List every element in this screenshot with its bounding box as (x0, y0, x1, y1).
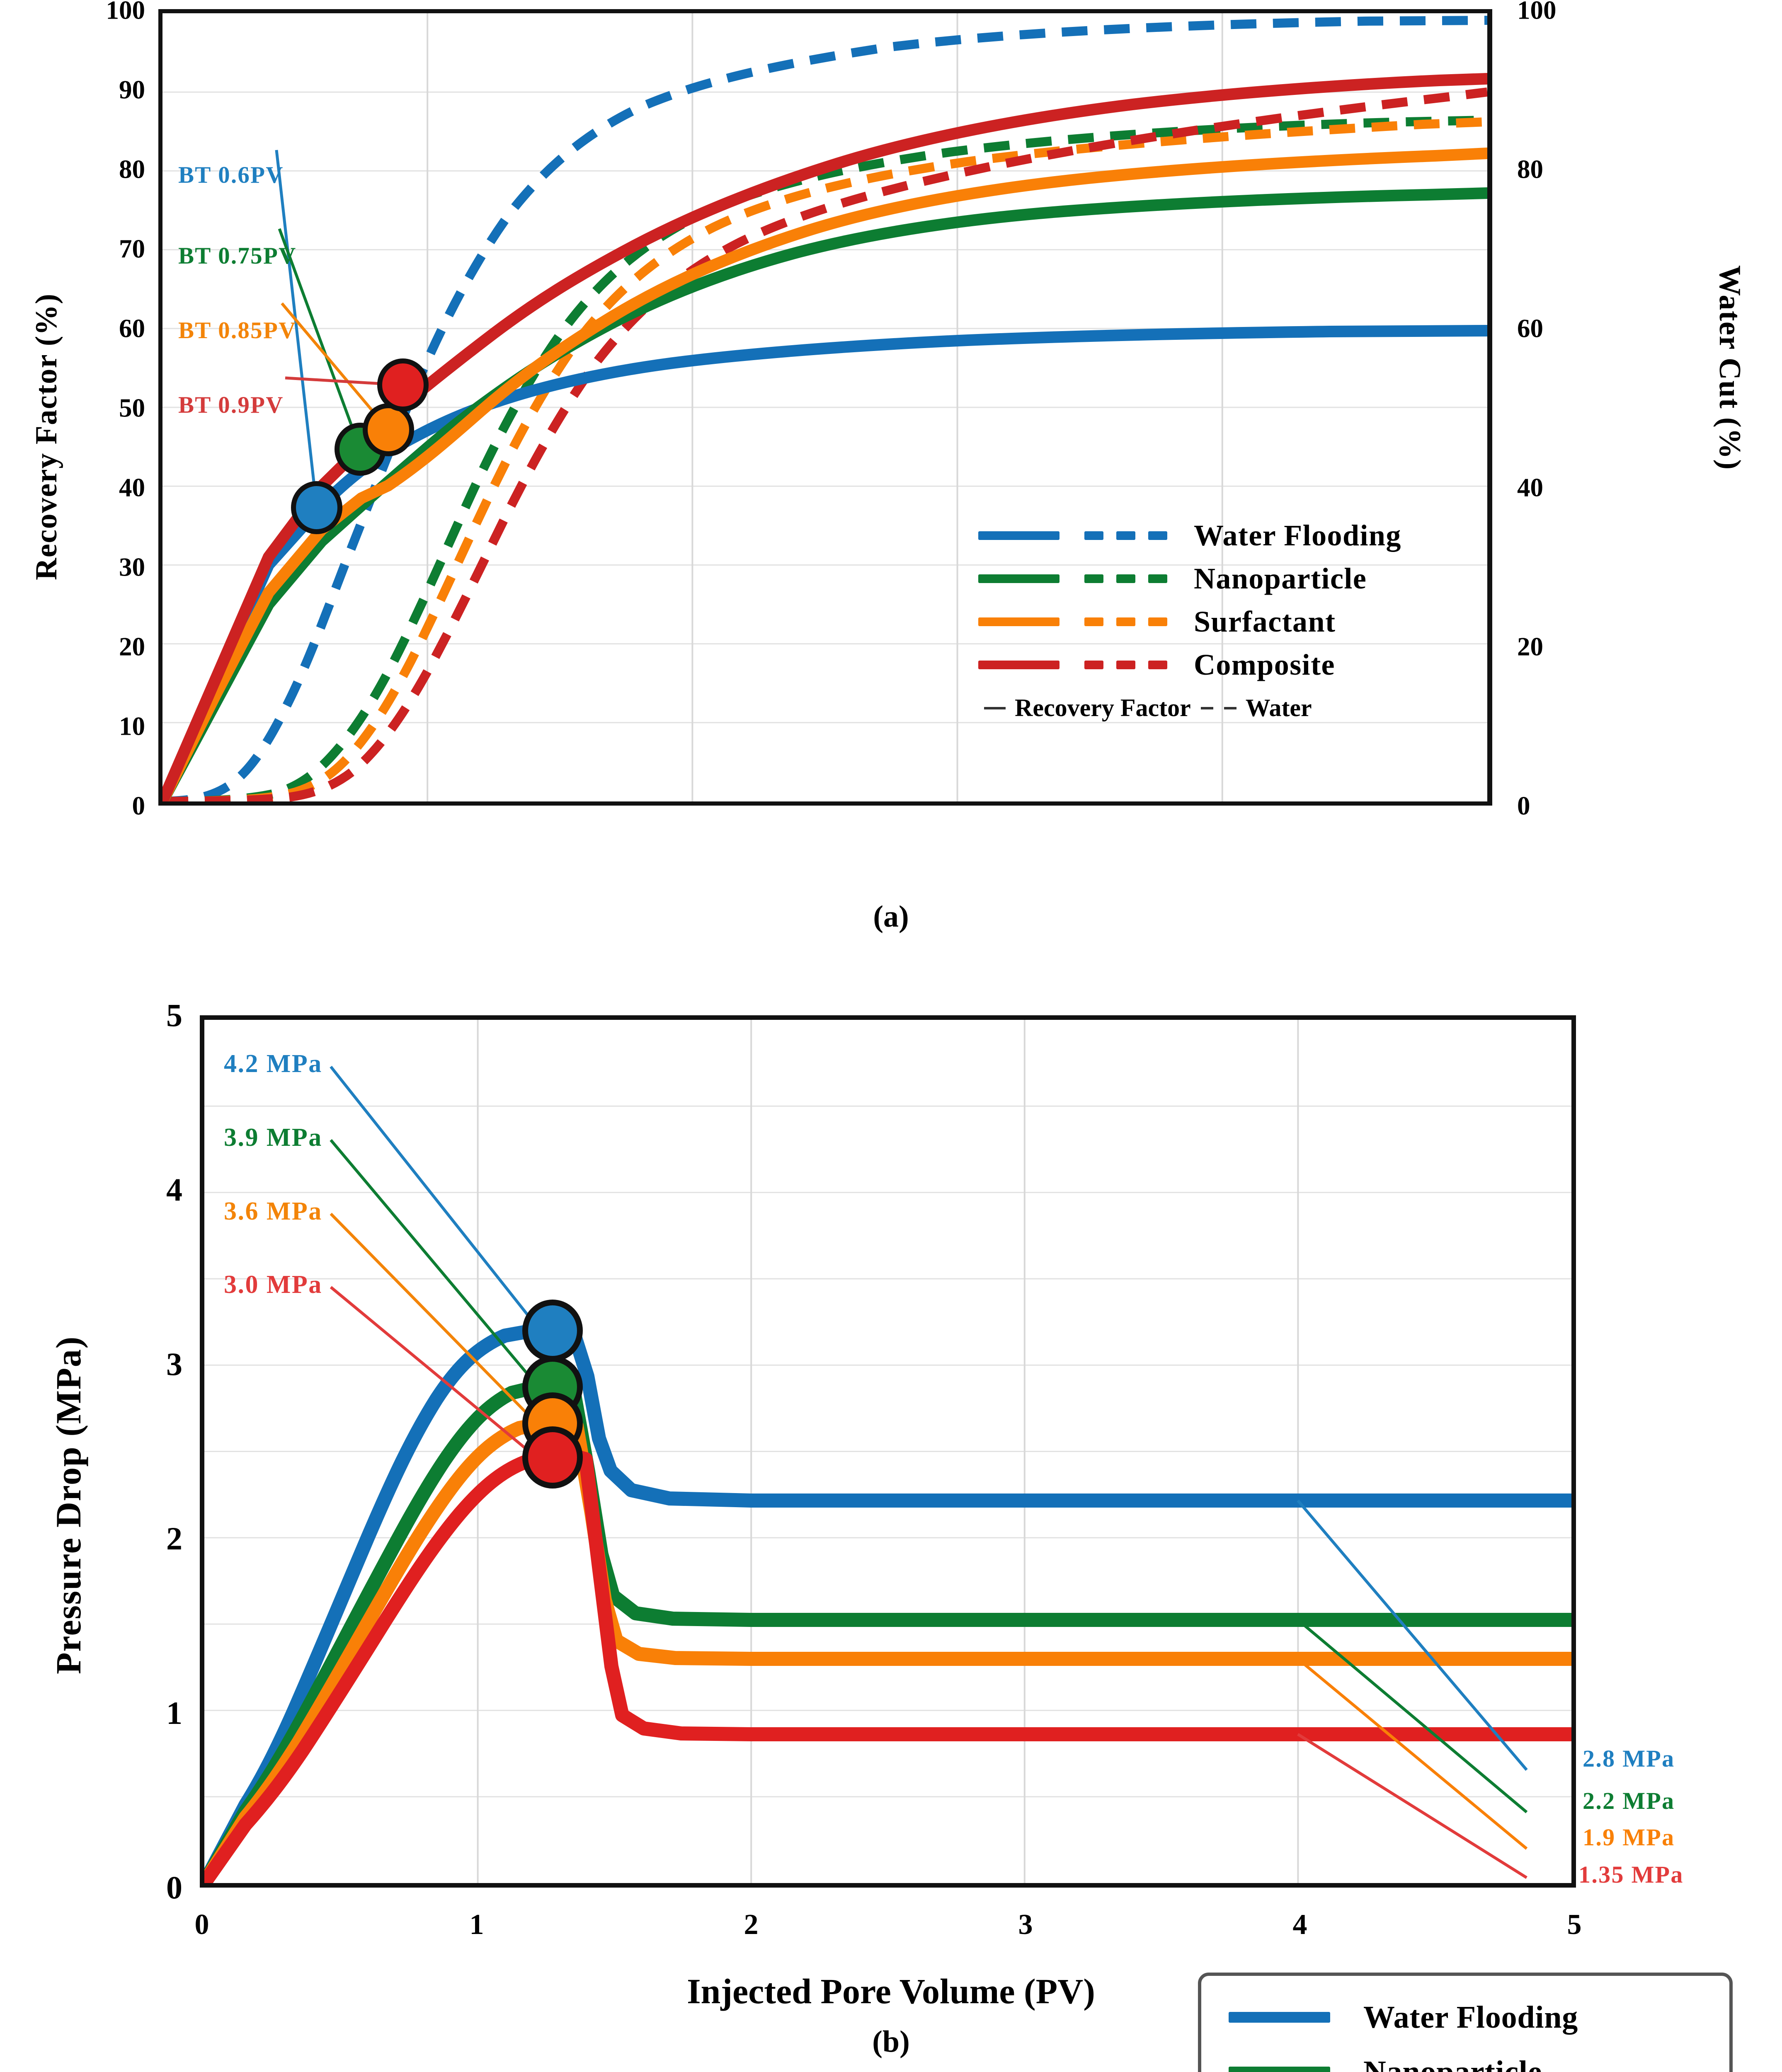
legend-line-icon-water-flooding (1229, 2012, 1330, 2023)
xtick-b-2: 2 (744, 1910, 759, 1939)
legend-solid-line-icon-nanoparticle (978, 574, 1060, 583)
plateau-label-22mpa: 2.2 MPa (1583, 1787, 1675, 1815)
ytick-a-left-60: 60 (66, 316, 145, 342)
xtick-b-0: 0 (195, 1910, 209, 1939)
peak-label-36mpa: 3.6 MPa (224, 1197, 322, 1226)
xtick-b-1: 1 (470, 1910, 484, 1939)
ytick-b-5: 5 (104, 999, 182, 1031)
chart-b-svg (204, 1020, 1571, 1883)
pressure-drop-curves (204, 1330, 1571, 1883)
y-axis-title-pressure-drop: Pressure Drop (MPa) (48, 1336, 89, 1674)
legend-line-icon-nanoparticle (1229, 2067, 1330, 2072)
peak-label-39mpa: 3.9 MPa (224, 1123, 322, 1152)
legend-a-label-composite: Composite (1194, 648, 1335, 682)
marker-peak-composite (525, 1429, 580, 1486)
panel-b: 0 1 2 3 4 5 Pressure Drop (MPa) (0, 953, 1782, 2052)
ytick-a-left-80: 80 (66, 157, 145, 183)
ytick-b-4: 4 (104, 1174, 182, 1206)
marker-peak-water-flooding (525, 1302, 580, 1359)
ytick-a-left-20: 20 (66, 634, 145, 660)
legend-a-label-surfactant: Surfactant (1194, 605, 1336, 639)
ytick-b-3: 3 (104, 1348, 182, 1380)
plot-area-b (200, 1015, 1576, 1888)
legend-a-footer: Recovery Factor Water (978, 694, 1501, 722)
ytick-a-left-40: 40 (66, 475, 145, 501)
marker-bt-surfactant (365, 406, 412, 454)
legend-solid-line-icon-surfactant (978, 617, 1060, 626)
ytick-a-left-70: 70 (66, 236, 145, 262)
plateau-leader-lines-b (1298, 1501, 1527, 1878)
ytick-a-left-0: 0 (66, 793, 145, 819)
legend-a-item-nanoparticle[interactable]: Nanoparticle (978, 557, 1501, 600)
legend-a-label-water-flooding: Water Flooding (1194, 518, 1401, 553)
ytick-a-right-60: 60 (1517, 316, 1608, 342)
y-axis-title-water-cut: Water Cut (%) (1712, 265, 1747, 470)
ytick-a-right-100: 100 (1517, 0, 1608, 24)
legend-a: Water Flooding Nanoparticle Surfactant (978, 514, 1501, 722)
ytick-a-left-90: 90 (66, 77, 145, 103)
ytick-a-left-100: 100 (58, 0, 145, 24)
solid-line-icon (984, 707, 1006, 709)
ytick-a-right-20: 20 (1517, 634, 1608, 660)
legend-dashed-line-icon-surfactant (1084, 617, 1167, 626)
x-axis-title-injected-pore-volume: Injected Pore Volume (PV) (0, 1970, 1782, 2012)
annotation-bt-06pv: BT 0.6PV (178, 162, 284, 189)
ytick-a-left-30: 30 (66, 554, 145, 581)
plateau-label-135mpa: 1.35 MPa (1578, 1861, 1684, 1888)
legend-dashed-line-icon-nanoparticle (1084, 574, 1167, 583)
caption-b: (b) (0, 2024, 1782, 2060)
pressure-curve-surfactant (204, 1423, 1571, 1883)
annotation-bt-075pv: BT 0.75PV (178, 242, 297, 269)
peak-label-42mpa: 4.2 MPa (224, 1049, 322, 1079)
leader-line-19mpa (1298, 1659, 1527, 1849)
legend-solid-line-icon-water-flooding (978, 531, 1060, 540)
y-axis-title-recovery-factor: Recovery Factor (%) (29, 293, 64, 580)
plateau-label-19mpa: 1.9 MPa (1583, 1823, 1675, 1851)
marker-bt-composite (380, 361, 426, 409)
peak-markers-b (525, 1302, 580, 1486)
ytick-a-left-10: 10 (66, 714, 145, 740)
ytick-a-right-0: 0 (1517, 793, 1608, 819)
legend-dashed-line-icon-composite (1084, 661, 1167, 669)
ytick-a-right-80: 80 (1517, 157, 1608, 183)
ytick-b-2: 2 (104, 1523, 182, 1555)
leader-line-22mpa (1298, 1620, 1527, 1812)
peak-label-30mpa: 3.0 MPa (224, 1270, 322, 1300)
annotation-bt-085pv: BT 0.85PV (178, 317, 297, 344)
xtick-b-4: 4 (1293, 1910, 1307, 1939)
caption-a: (a) (0, 899, 1782, 934)
plateau-label-28mpa: 2.8 MPa (1583, 1745, 1675, 1772)
leader-line-39mpa (331, 1140, 538, 1387)
pressure-curve-water-flooding (204, 1330, 1571, 1883)
ytick-a-left-50: 50 (66, 395, 145, 421)
xtick-b-5: 5 (1567, 1910, 1582, 1939)
xtick-b-3: 3 (1018, 1910, 1033, 1939)
annotation-bt-09pv: BT 0.9PV (178, 392, 284, 419)
legend-a-item-surfactant[interactable]: Surfactant (978, 600, 1501, 643)
leader-line-30mpa (331, 1287, 536, 1457)
ytick-b-0: 0 (104, 1871, 182, 1904)
ytick-b-1: 1 (104, 1697, 182, 1729)
legend-dashed-line-icon-water-flooding (1084, 531, 1167, 540)
legend-a-footer-dashed-label: Water (1246, 694, 1312, 722)
marker-bt-water-flooding (293, 484, 340, 532)
leader-line-135mpa (1298, 1734, 1527, 1878)
legend-a-label-nanoparticle: Nanoparticle (1194, 562, 1367, 596)
ytick-a-right-40: 40 (1517, 475, 1608, 501)
legend-solid-line-icon-composite (978, 661, 1060, 669)
legend-a-footer-solid-label: Recovery Factor (1015, 694, 1191, 722)
panel-a: 0 10 20 30 40 50 60 70 80 90 100 Recover… (0, 0, 1782, 953)
dashed-line-icon (1201, 707, 1238, 709)
legend-a-item-composite[interactable]: Composite (978, 643, 1501, 686)
legend-a-item-water-flooding[interactable]: Water Flooding (978, 514, 1501, 557)
